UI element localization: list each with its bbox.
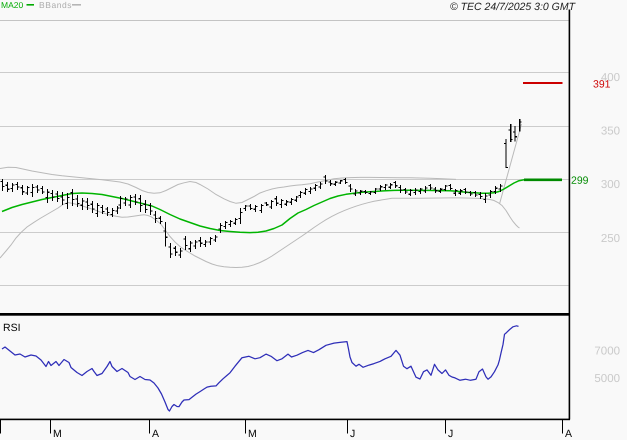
svg-text:299: 299 [571,175,589,187]
svg-text:400: 400 [601,72,620,84]
svg-text:M: M [248,428,257,440]
svg-text:RSI: RSI [3,322,21,334]
svg-text:MA20: MA20 [1,0,23,10]
svg-text:BBands: BBands [39,0,72,10]
svg-text:M: M [53,428,62,440]
svg-text:A: A [152,428,159,440]
svg-text:250: 250 [601,233,620,245]
svg-text:350: 350 [601,125,620,137]
svg-text:A: A [565,428,572,440]
svg-text:7000: 7000 [594,345,620,357]
svg-text:391: 391 [593,79,611,91]
svg-text:5000: 5000 [594,373,620,385]
svg-text:300: 300 [601,179,620,191]
svg-text:J: J [350,428,355,440]
svg-text:J: J [448,428,453,440]
svg-text:© TEC 24/7/2025 3:0 GMT: © TEC 24/7/2025 3:0 GMT [450,1,577,13]
